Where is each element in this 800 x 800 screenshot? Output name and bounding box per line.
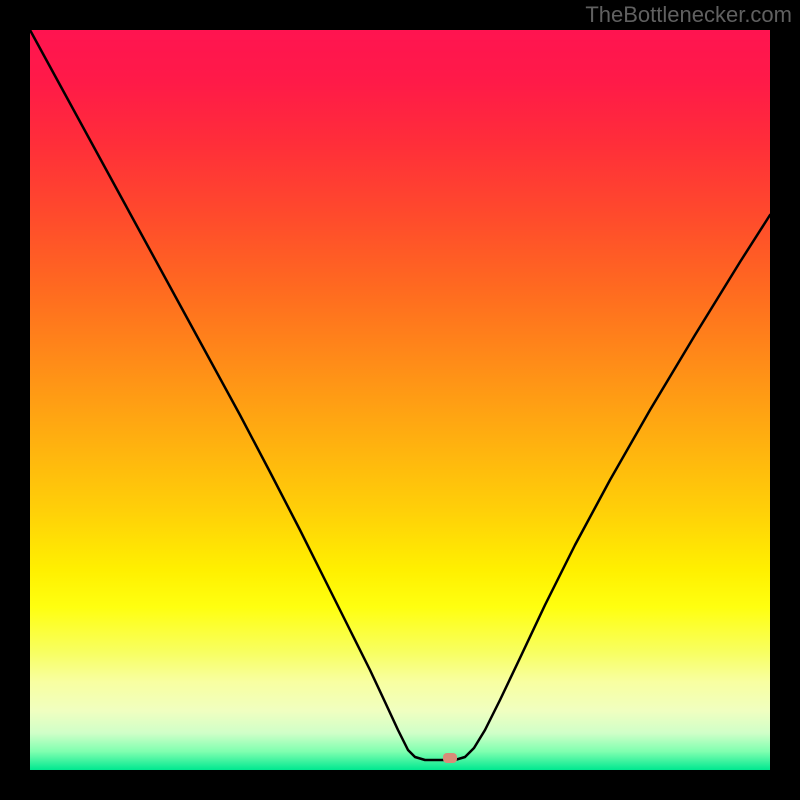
plot-background bbox=[30, 30, 770, 770]
bottleneck-chart bbox=[0, 0, 800, 800]
watermark-text: TheBottlenecker.com bbox=[585, 2, 792, 28]
sweet-spot-marker bbox=[443, 753, 457, 763]
chart-container: TheBottlenecker.com bbox=[0, 0, 800, 800]
